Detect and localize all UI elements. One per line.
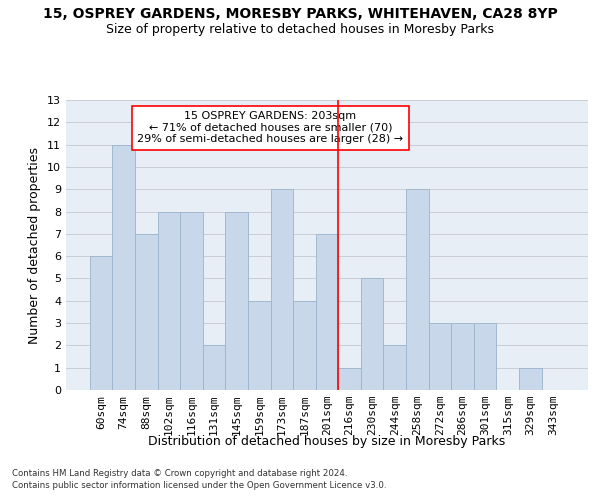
Bar [474,323,496,390]
Bar [226,212,248,390]
Bar [361,278,383,390]
Bar [293,301,316,390]
Bar [158,212,180,390]
Bar [90,256,112,390]
Bar [112,144,135,390]
Bar [248,301,271,390]
Text: Contains public sector information licensed under the Open Government Licence v3: Contains public sector information licen… [12,481,386,490]
Bar [135,234,158,390]
Text: Size of property relative to detached houses in Moresby Parks: Size of property relative to detached ho… [106,22,494,36]
Text: 15, OSPREY GARDENS, MORESBY PARKS, WHITEHAVEN, CA28 8YP: 15, OSPREY GARDENS, MORESBY PARKS, WHITE… [43,8,557,22]
Bar [316,234,338,390]
Text: Contains HM Land Registry data © Crown copyright and database right 2024.: Contains HM Land Registry data © Crown c… [12,468,347,477]
Bar [271,189,293,390]
Text: Distribution of detached houses by size in Moresby Parks: Distribution of detached houses by size … [148,435,506,448]
Bar [203,346,226,390]
Bar [428,323,451,390]
Y-axis label: Number of detached properties: Number of detached properties [28,146,41,344]
Bar [383,346,406,390]
Bar [180,212,203,390]
Bar [406,189,428,390]
Text: 15 OSPREY GARDENS: 203sqm
← 71% of detached houses are smaller (70)
29% of semi-: 15 OSPREY GARDENS: 203sqm ← 71% of detac… [137,111,404,144]
Bar [451,323,474,390]
Bar [338,368,361,390]
Bar [519,368,542,390]
